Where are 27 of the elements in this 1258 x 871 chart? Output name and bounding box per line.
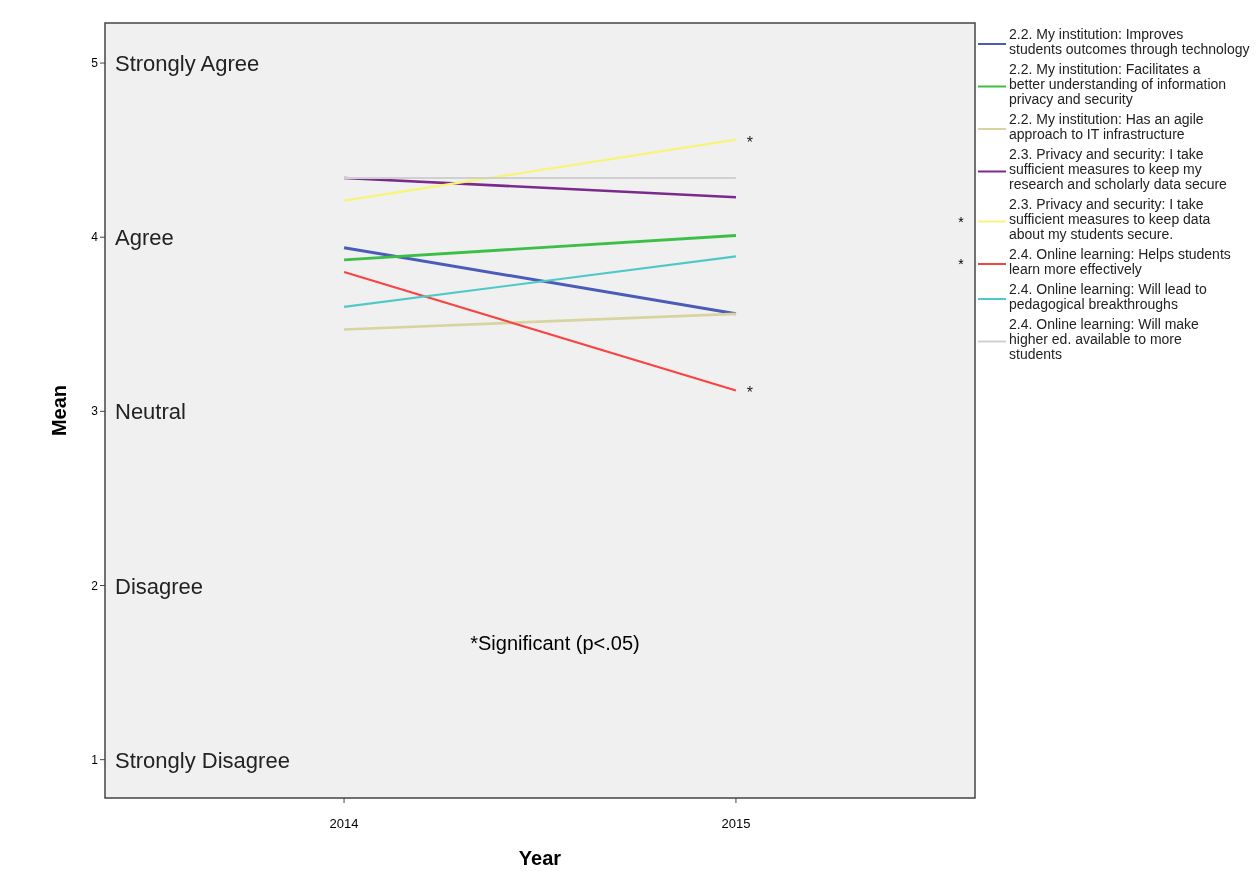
text: * (958, 213, 964, 230)
annotation: Disagree (115, 573, 204, 599)
annotation: *Significant (p<.05) (470, 632, 640, 654)
x-axis-title: Year (518, 847, 562, 869)
y-tick-label: 4 (91, 230, 99, 245)
legend-label: 2.2. My institution: Has an agile approach to IT infrastructure (1009, 111, 1204, 142)
y-tick-label: 1 (91, 752, 99, 767)
annotation: Neutral (115, 399, 186, 425)
annotation: Strongly Agree (115, 51, 260, 77)
y-axis-title: Mean (48, 384, 70, 437)
annotation: * (746, 133, 754, 151)
y-tick-label: 3 (91, 404, 99, 419)
legend-label: 2.4. Online learning: Helps students learn more effectively (1009, 246, 1231, 277)
legend-label: 2.3. Privacy and security: I take sufficient measures to keep data about my students secure. (1009, 196, 1211, 242)
legend-label: 2.3. Privacy and security: I take sufficient measures to keep my research and scholarly data secure (1009, 146, 1228, 192)
x-tick-label: 2014 (329, 816, 359, 831)
y-tick-label: 2 (91, 578, 99, 593)
legend-label: 2.2. My institution: Improves students outcomes through technology (1009, 26, 1250, 57)
annotation: * (746, 384, 754, 402)
legend-label: 2.2. My institution: Facilitates a better understanding of information privacy and security (1009, 61, 1227, 107)
text: * (958, 256, 964, 272)
legend-label: 2.4. Online learning: Will lead to pedagogical breakthroughs (1009, 281, 1207, 312)
y-tick-label: 5 (91, 56, 99, 71)
x-tick-label: 2015 (721, 816, 751, 831)
annotation: Agree (115, 225, 174, 251)
legend-label: 2.4. Online learning: Will make higher ed. available to more students (1009, 316, 1200, 362)
annotation: Strongly Disagree (115, 747, 290, 773)
